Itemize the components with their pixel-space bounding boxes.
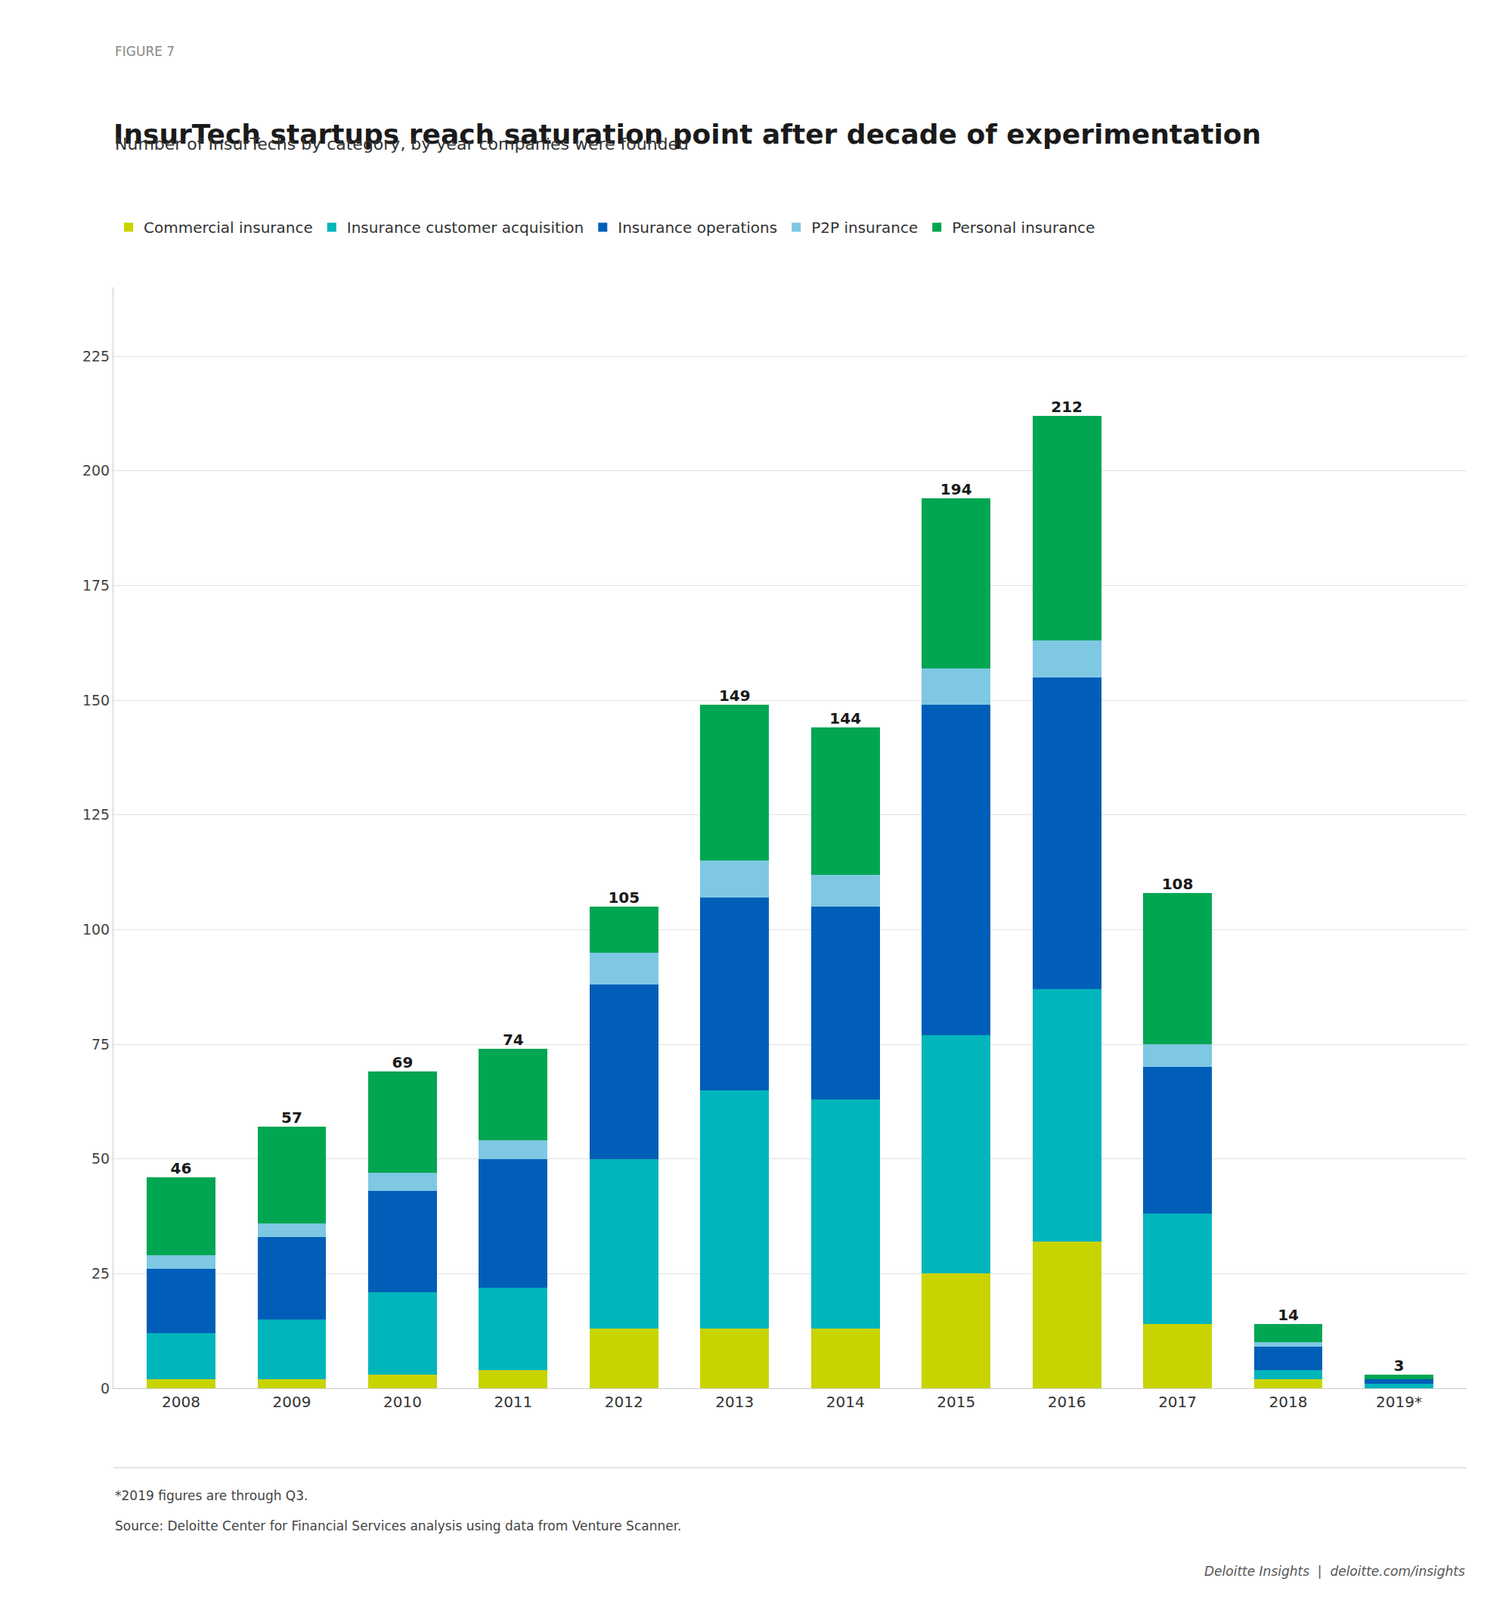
svg-text:2008: 2008: [161, 1392, 201, 1411]
svg-text:Number of InsurTechs by catego: Number of InsurTechs by category, by yea…: [114, 134, 689, 154]
svg-text:Deloitte Insights | deloitte: Deloitte Insights | deloitte.com/insight…: [1204, 1563, 1466, 1579]
svg-text:194: 194: [940, 480, 973, 499]
svg-text:150: 150: [82, 691, 110, 709]
svg-text:50: 50: [91, 1149, 110, 1167]
svg-text:Insurance customer acquisition: Insurance customer acquisition: [347, 218, 585, 237]
svg-text:144: 144: [829, 709, 862, 728]
svg-text:P2P insurance: P2P insurance: [811, 218, 918, 237]
svg-text:105: 105: [607, 888, 640, 907]
svg-text:14: 14: [1277, 1305, 1299, 1324]
svg-text:125: 125: [82, 805, 110, 823]
svg-text:2018: 2018: [1269, 1392, 1308, 1411]
svg-text:46: 46: [170, 1158, 193, 1178]
svg-text:100: 100: [82, 920, 110, 938]
svg-text:0: 0: [100, 1379, 110, 1397]
svg-text:2019*: 2019*: [1375, 1392, 1423, 1411]
svg-text:Commercial insurance: Commercial insurance: [143, 218, 313, 237]
svg-text:57: 57: [281, 1108, 303, 1127]
svg-text:25: 25: [91, 1264, 110, 1282]
svg-text:200: 200: [82, 461, 110, 479]
svg-text:2015: 2015: [936, 1392, 976, 1411]
svg-text:3: 3: [1394, 1356, 1405, 1375]
svg-text:InsurTech startups reach satur: InsurTech startups reach saturation poin…: [113, 118, 1262, 150]
svg-text:2017: 2017: [1158, 1392, 1197, 1411]
svg-text:75: 75: [91, 1035, 110, 1053]
svg-text:225: 225: [82, 347, 110, 365]
svg-text:Insurance operations: Insurance operations: [617, 218, 778, 237]
svg-text:212: 212: [1050, 397, 1083, 416]
svg-text:FIGURE 7: FIGURE 7: [114, 43, 175, 59]
svg-text:2016: 2016: [1047, 1392, 1087, 1411]
svg-text:2009: 2009: [272, 1392, 311, 1411]
svg-text:2012: 2012: [604, 1392, 644, 1411]
svg-text:Source: Deloitte Center for Fi: Source: Deloitte Center for Financial Se…: [114, 1518, 682, 1534]
svg-text:*2019 figures are through Q3.: *2019 figures are through Q3.: [114, 1487, 308, 1503]
svg-text:108: 108: [1161, 874, 1194, 893]
svg-text:175: 175: [82, 576, 110, 594]
svg-text:2013: 2013: [715, 1392, 754, 1411]
svg-text:74: 74: [502, 1030, 524, 1049]
svg-text:69: 69: [391, 1053, 413, 1072]
svg-text:2010: 2010: [383, 1392, 422, 1411]
svg-text:2011: 2011: [493, 1392, 533, 1411]
svg-text:149: 149: [718, 686, 751, 705]
svg-text:2014: 2014: [826, 1392, 865, 1411]
svg-text:Personal insurance: Personal insurance: [951, 218, 1095, 237]
